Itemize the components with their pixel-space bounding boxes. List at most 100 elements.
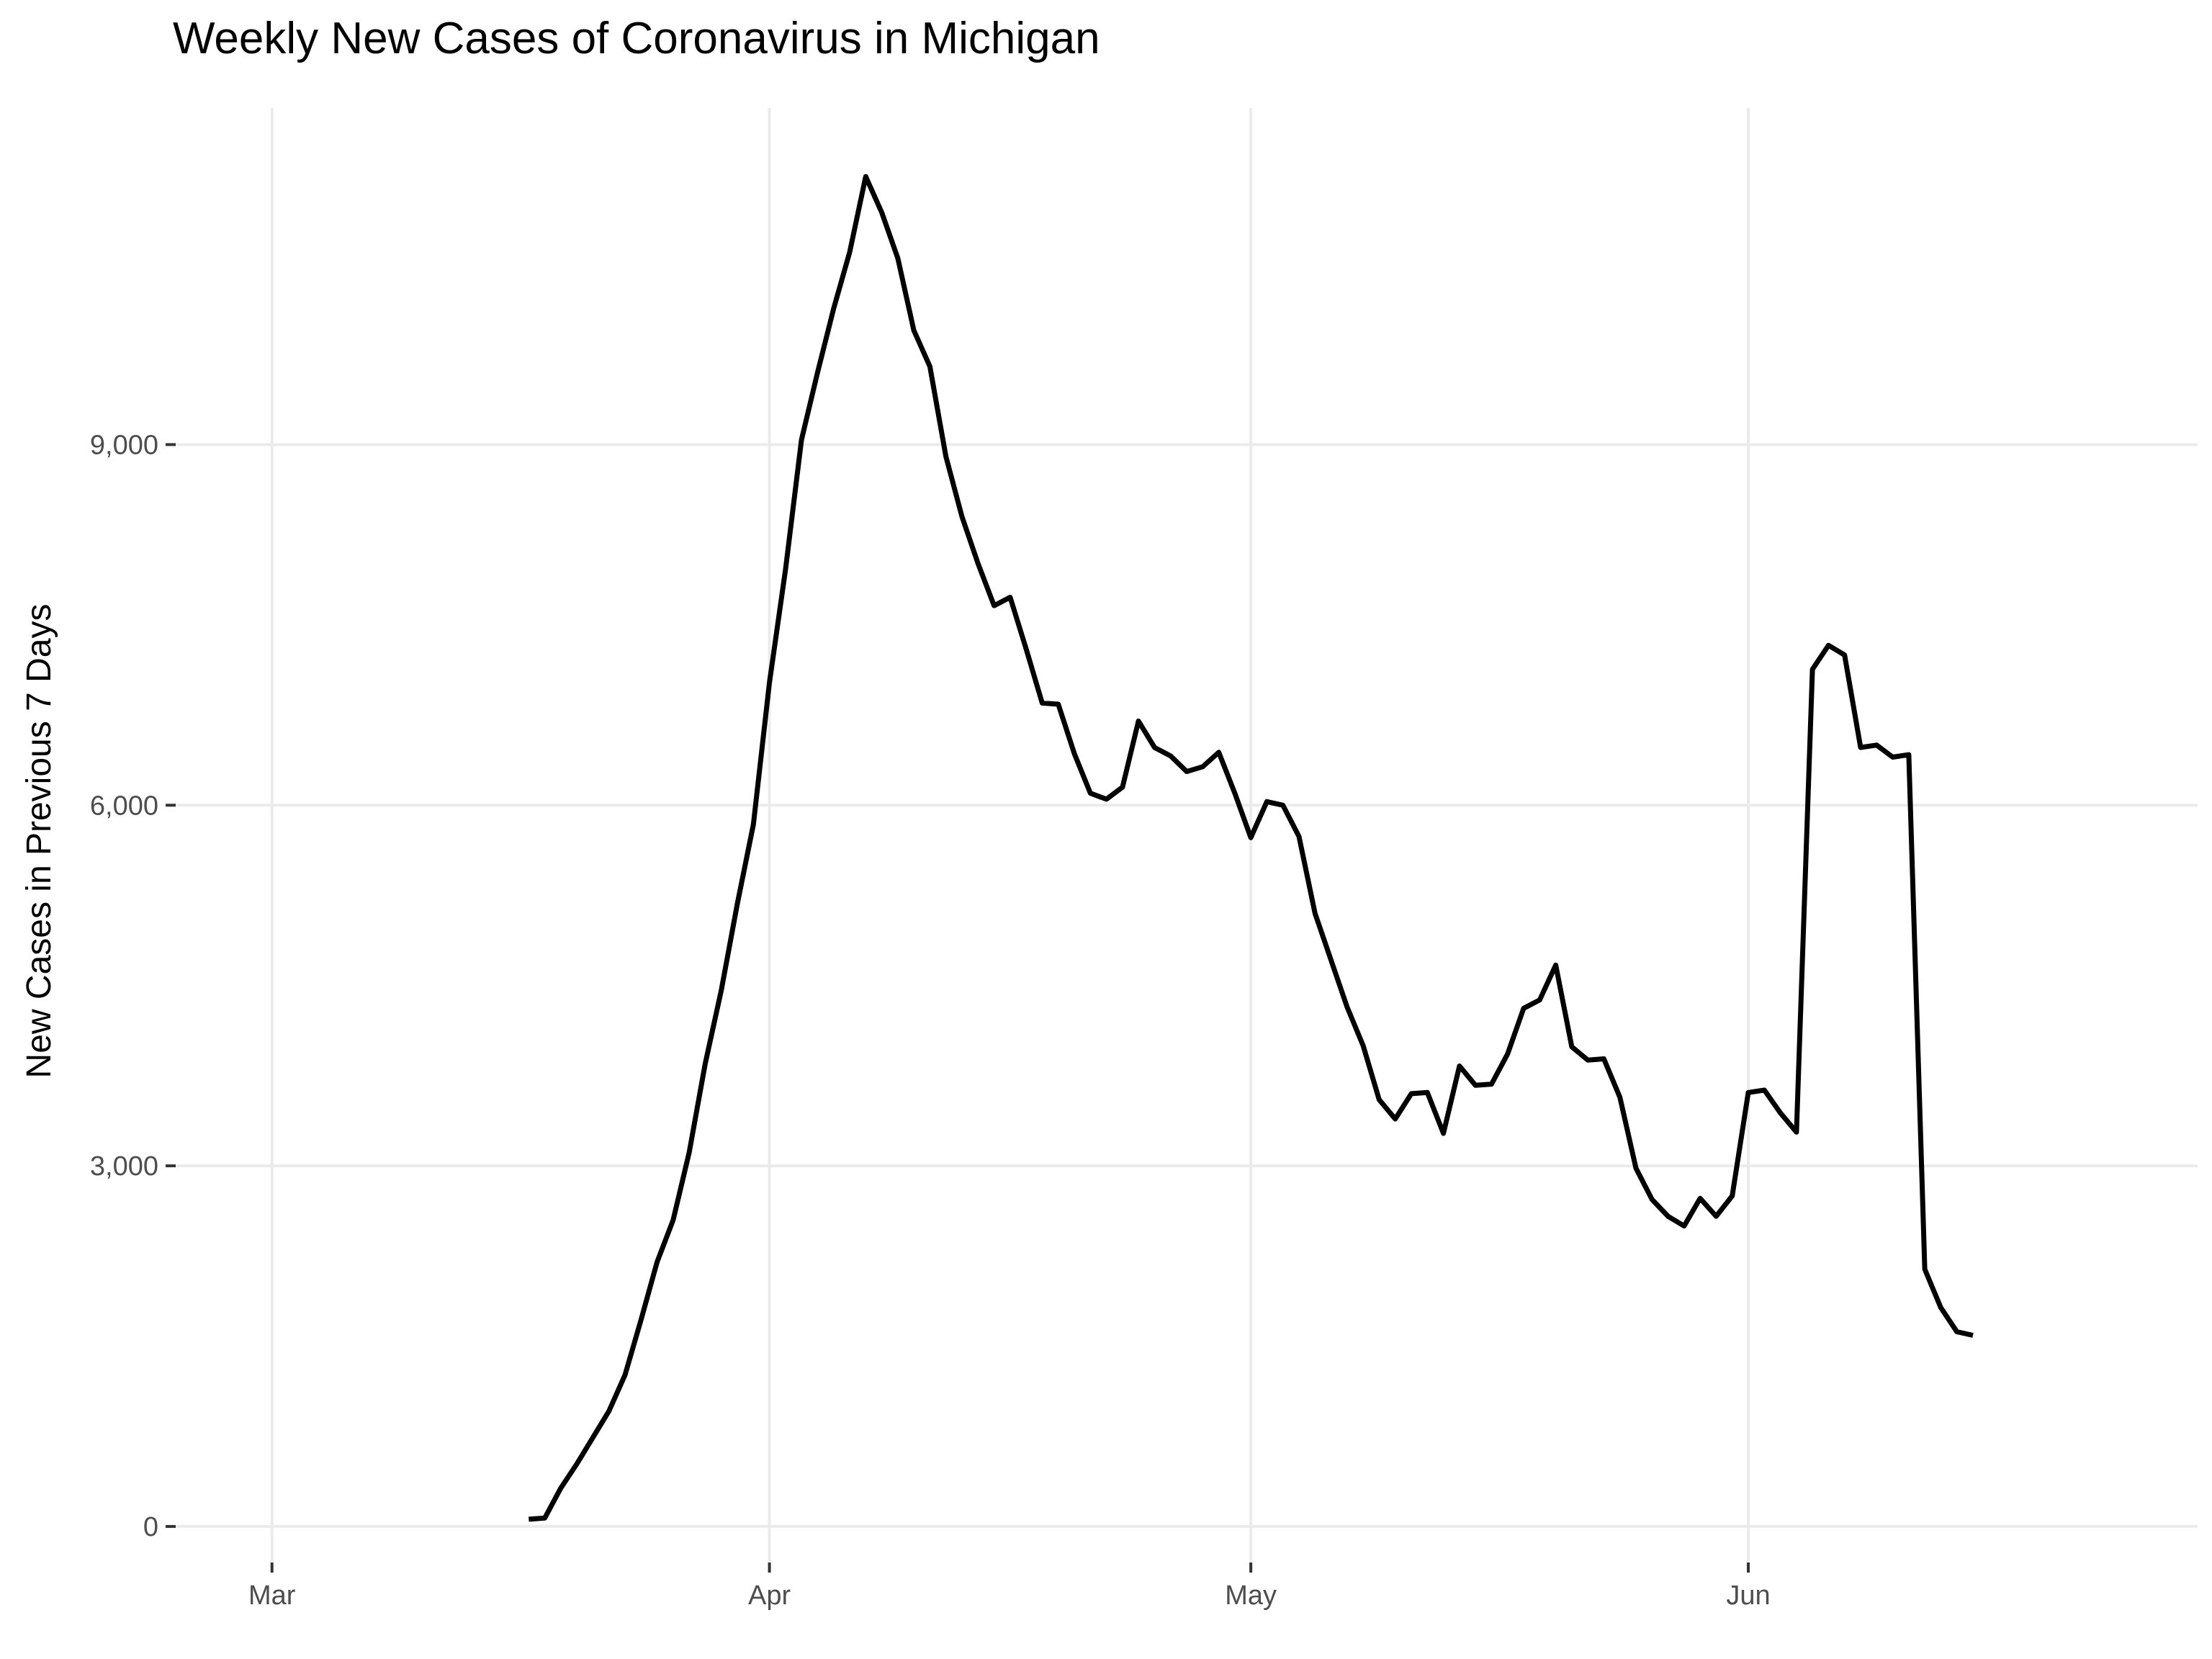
data-point [655, 1259, 660, 1264]
data-point [863, 174, 868, 179]
data-point [1024, 647, 1029, 652]
data-point [879, 210, 884, 215]
data-point [1601, 1056, 1606, 1061]
data-point [1553, 963, 1558, 968]
data-point [1104, 796, 1109, 801]
data-point [1714, 1214, 1719, 1219]
data-point [927, 364, 932, 369]
data-point [1842, 652, 1847, 657]
data-point [1184, 769, 1190, 774]
data-point [1393, 1117, 1398, 1122]
data-point [1328, 958, 1334, 963]
y-tick-label: 6,000 [90, 791, 158, 821]
data-point [831, 306, 836, 311]
data-point [1264, 799, 1269, 804]
data-point [1874, 742, 1879, 747]
data-point [1441, 1131, 1446, 1136]
data-point [1136, 719, 1141, 724]
y-axis-title: New Cases in Previous 7 Days [20, 604, 58, 1079]
data-point [526, 1516, 531, 1521]
x-tick-label: Apr [748, 1581, 791, 1611]
y-tick-label: 3,000 [90, 1151, 158, 1182]
data-point [1938, 1305, 1943, 1310]
data-point [1858, 745, 1863, 750]
data-point [1923, 1267, 1928, 1272]
data-point [1698, 1196, 1703, 1201]
data-point [1762, 1087, 1767, 1092]
data-point [1746, 1090, 1751, 1095]
data-point [1569, 1044, 1574, 1049]
data-point [1280, 803, 1285, 808]
data-point [912, 328, 917, 333]
data-point [751, 822, 756, 827]
data-point [1377, 1097, 1382, 1102]
data-point [1730, 1193, 1735, 1198]
data-point [623, 1372, 628, 1377]
data-point [1586, 1058, 1591, 1063]
data-point [1361, 1043, 1366, 1048]
data-point [799, 437, 804, 442]
data-point [1344, 1004, 1349, 1010]
data-point [1505, 1051, 1510, 1056]
data-point [1810, 667, 1815, 672]
data-point [1665, 1214, 1671, 1219]
data-point [1826, 643, 1831, 648]
data-point [735, 902, 740, 907]
data-point [1617, 1094, 1622, 1100]
data-point [687, 1150, 692, 1155]
data-point [1473, 1083, 1478, 1088]
data-point [590, 1435, 595, 1440]
data-point [1489, 1082, 1494, 1087]
data-point [767, 680, 772, 685]
data-point [992, 603, 997, 608]
data-point [1088, 791, 1093, 796]
data-point [1040, 701, 1045, 706]
y-tick-label: 9,000 [90, 430, 158, 460]
data-point [1537, 997, 1542, 1002]
data-point [719, 988, 724, 993]
data-point [670, 1218, 675, 1223]
data-point [1634, 1166, 1639, 1171]
series-line [529, 174, 1974, 1522]
x-tick-label: May [1225, 1581, 1277, 1611]
data-point [895, 256, 900, 261]
chart-title: Weekly New Cases of Coronavirus in Michi… [173, 14, 1100, 63]
data-point [783, 567, 788, 572]
data-point [1521, 1006, 1527, 1011]
data-point [1007, 595, 1012, 600]
data-point [960, 514, 965, 519]
y-tick-label: 0 [143, 1512, 158, 1542]
data-point [1971, 1333, 1976, 1338]
data-point [1794, 1130, 1799, 1135]
data-point [1954, 1329, 1959, 1334]
data-point [815, 370, 820, 375]
x-axis: Mar Apr May Jun [248, 1563, 1771, 1611]
y-axis: 0 3,000 6,000 9,000 [90, 430, 176, 1542]
data-point [1200, 764, 1205, 769]
data-point [1890, 755, 1895, 760]
data-point [976, 561, 981, 566]
data-point [1072, 751, 1077, 756]
x-tick-label: Mar [248, 1581, 296, 1611]
data-point [1778, 1110, 1783, 1115]
data-point [558, 1485, 563, 1491]
data-point [575, 1462, 580, 1467]
data-point [1906, 752, 1911, 757]
data-point [1297, 834, 1302, 839]
data-point [703, 1061, 708, 1066]
data-point [606, 1408, 611, 1413]
data-point [1457, 1064, 1462, 1069]
data-point [1425, 1090, 1430, 1095]
data-point [1232, 791, 1237, 796]
series-layer [526, 174, 1976, 1522]
data-point [943, 454, 948, 459]
data-point [542, 1516, 547, 1521]
data-point [848, 250, 853, 255]
gridlines [176, 108, 2198, 1563]
data-point [1152, 745, 1157, 750]
data-point [1216, 750, 1221, 755]
data-point [1120, 785, 1125, 790]
data-point [1313, 911, 1318, 916]
data-point [1650, 1197, 1655, 1202]
